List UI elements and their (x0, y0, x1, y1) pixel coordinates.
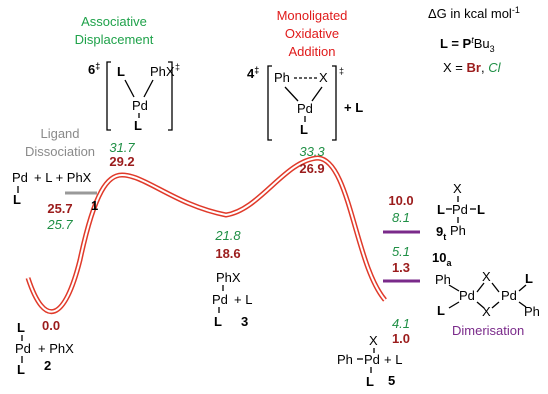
s5-L: L (366, 374, 374, 389)
s10a-ph-right: Ph (524, 304, 540, 319)
ts6-structure: 6‡ ‡ L PhX Pd L (88, 61, 180, 133)
s5-br-value: 1.0 (392, 331, 410, 346)
species-9t-structure: X L Pd L Ph 9t (436, 181, 485, 242)
s10a-x-top: X (482, 269, 491, 284)
s9t-L-left: L (437, 202, 445, 217)
ts6-dagger: ‡ (175, 62, 180, 72)
ts6-cl-value: 31.7 (109, 140, 135, 155)
s2-L-top: L (17, 320, 25, 335)
ts4-bracket-right (332, 65, 337, 141)
ts6-phx: PhX (150, 64, 175, 79)
ts4-cl-value: 33.3 (299, 144, 325, 159)
s9t-cl-value: 8.1 (392, 210, 410, 225)
ts4-x: X (319, 70, 328, 85)
header-monoligated-2: Oxidative (285, 26, 339, 41)
ts4-pd: Pd (297, 101, 313, 116)
species-2-structure: L Pd L + PhX 2 (15, 320, 74, 377)
s3-L: L (214, 314, 222, 329)
s1-plus: + L + PhX (34, 170, 92, 185)
legend: ΔG in kcal mol-1 L = PtBu3 X = Br, Cl (428, 5, 520, 75)
s1-label: 1 (91, 198, 98, 213)
s5-ph: Ph (337, 352, 353, 367)
ts6-bracket-right (168, 61, 173, 131)
s10a-pd-left: Pd (459, 288, 475, 303)
header-monoligated-1: Monoligated (277, 8, 348, 23)
legend-halide: X = Br, Cl (443, 60, 502, 75)
ts6-pd: Pd (132, 98, 148, 113)
s10a-pd-right: Pd (501, 288, 517, 303)
s10a-cl-value: 5.1 (392, 244, 410, 259)
s5-cl-value: 4.1 (392, 316, 410, 331)
ts6-L-top: L (117, 64, 125, 79)
s5-pd: Pd (364, 352, 380, 367)
species-1-structure: Pd L + L + PhX 1 (12, 170, 98, 213)
s5-label: 5 (388, 373, 395, 388)
s3-plus: + L (234, 292, 252, 307)
s3-label: 3 (241, 314, 248, 329)
s1-L: L (13, 192, 21, 207)
s3-br-value: 18.6 (215, 246, 240, 261)
legend-delta-g: ΔG in kcal mol-1 (428, 5, 520, 21)
s2-pd: Pd (15, 341, 31, 356)
ts6-br-value: 29.2 (109, 154, 134, 169)
s10a-L-left: L (437, 303, 445, 318)
s2-plus: + PhX (38, 341, 74, 356)
ts6-bracket-left (106, 61, 111, 131)
ts4-structure: 4‡ ‡ Ph X Pd L + L (247, 65, 363, 141)
s5-x: X (369, 333, 378, 348)
species-10a-structure: 10a Ph Pd L X X Pd L Ph (432, 250, 540, 319)
ts6-L-bottom: L (134, 118, 142, 133)
s1-br-value: 25.7 (47, 201, 72, 216)
s3-pd: Pd (212, 292, 228, 307)
s2-L-bottom: L (17, 362, 25, 377)
species-5-structure: X Ph Pd + L L 5 (337, 333, 402, 389)
s10a-ph-left: Ph (435, 272, 451, 287)
header-monoligated-3: Addition (289, 44, 336, 59)
s9t-br-value: 10.0 (388, 193, 413, 208)
s10a-label: 10a (432, 250, 452, 268)
s10a-x-bottom: X (482, 304, 491, 319)
s1-cl-value: 25.7 (46, 217, 73, 232)
ts4-dagger: ‡ (339, 66, 344, 76)
header-associative-1: Associative (81, 14, 147, 29)
s10a-br-value: 1.3 (392, 260, 410, 275)
s3-phx: PhX (216, 270, 241, 285)
legend-ligand: L = PtBu3 (440, 35, 495, 54)
ts4-ph: Ph (274, 70, 290, 85)
ts4-label: 4‡ (247, 65, 259, 81)
ts4-br-value: 26.9 (299, 161, 324, 176)
s9t-label: 9t (436, 224, 446, 242)
ts4-L: L (300, 122, 308, 137)
s9t-L-right: L (477, 202, 485, 217)
s10a-L-right: L (525, 271, 533, 286)
header-dissociation-1: Ligand (40, 126, 79, 141)
s9t-ph: Ph (450, 223, 466, 238)
s2-br-value: 0.0 (42, 318, 60, 333)
ts6-label: 6‡ (88, 61, 100, 77)
curve-inner (27, 156, 386, 313)
s5-plus: + L (384, 352, 402, 367)
s2-label: 2 (44, 358, 51, 373)
s9t-pd: Pd (452, 202, 468, 217)
s9t-x: X (453, 181, 462, 196)
reaction-curve (25, 155, 387, 315)
ts4-plus-l: + L (344, 100, 363, 115)
s1-pd: Pd (12, 170, 28, 185)
header-associative-2: Displacement (75, 32, 154, 47)
header-dimerisation: Dimerisation (452, 323, 524, 338)
s3-cl-value: 21.8 (214, 228, 241, 243)
header-dissociation-2: Dissociation (25, 144, 95, 159)
species-3-structure: PhX Pd + L L 3 (212, 270, 252, 329)
ts4-bracket-left (267, 65, 272, 141)
